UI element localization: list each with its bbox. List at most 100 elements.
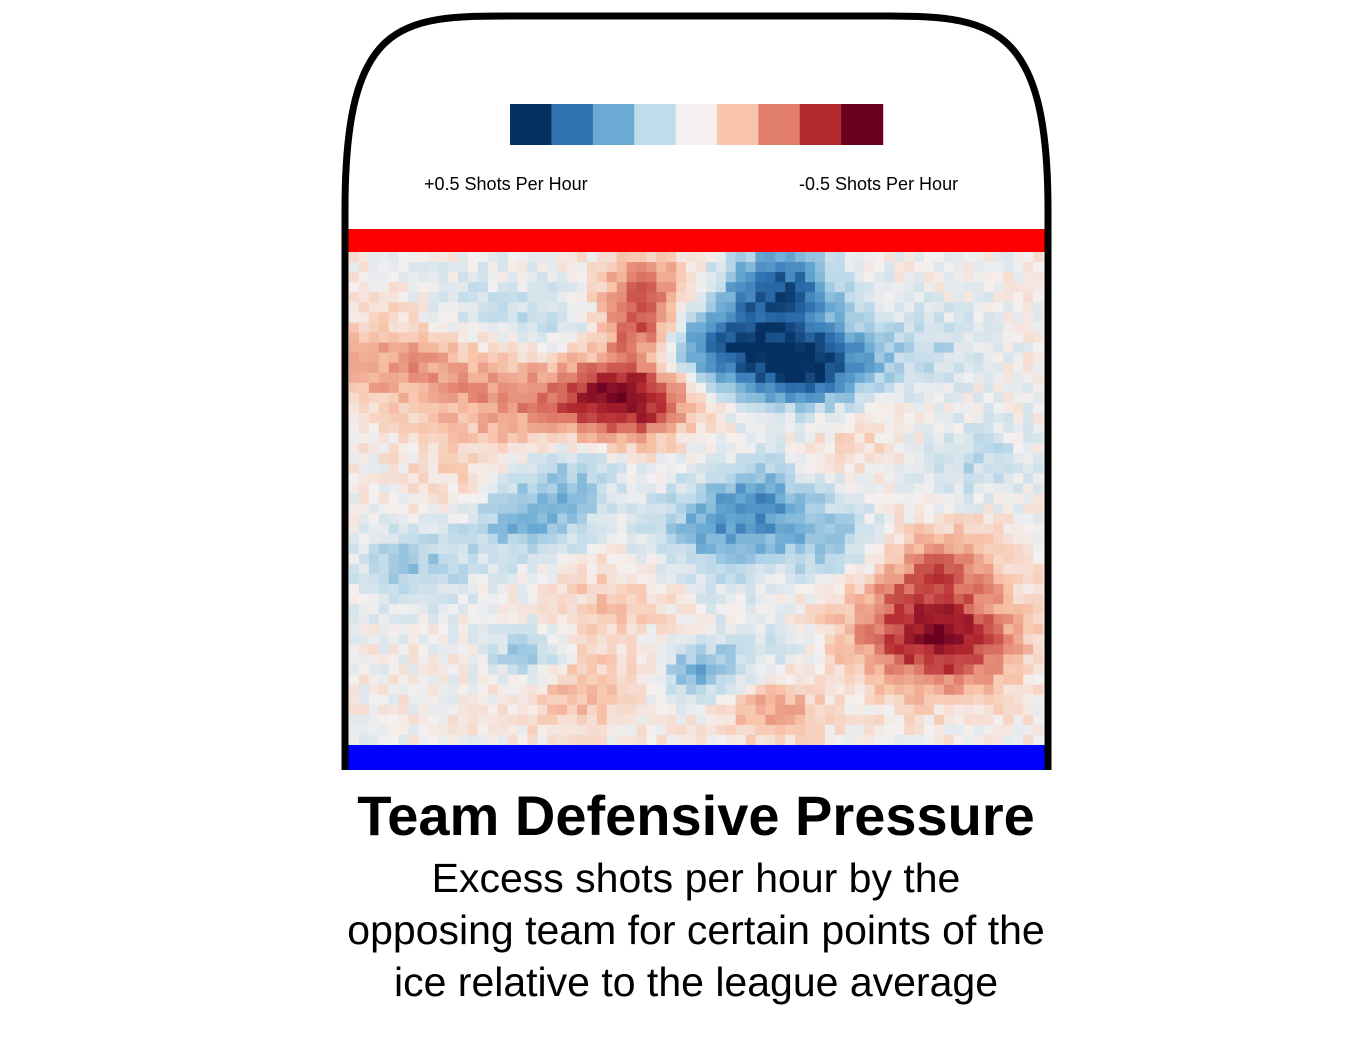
heatmap-cell [428, 604, 439, 615]
heatmap-cell [993, 453, 1004, 464]
heatmap-cell [874, 513, 885, 525]
heatmap-cell [448, 402, 459, 414]
heatmap-cell [368, 573, 380, 585]
heatmap-cell [408, 423, 419, 434]
heatmap-cell [418, 332, 429, 344]
heatmap-cell [1013, 412, 1024, 424]
heatmap-cell [894, 584, 905, 595]
heatmap-cell [537, 604, 548, 615]
heatmap-cell [547, 352, 558, 364]
heatmap-cell [428, 624, 439, 635]
heatmap-cell [933, 533, 945, 545]
heatmap-cell [973, 252, 985, 263]
heatmap-cell [824, 674, 836, 686]
heatmap-cell [487, 292, 499, 303]
heatmap-cell [477, 624, 489, 635]
heatmap-cell [507, 654, 519, 666]
heatmap-cell [458, 724, 469, 736]
heatmap-cell [1023, 614, 1034, 625]
heatmap-cell [616, 312, 628, 323]
heatmap-cell [557, 734, 568, 746]
heatmap-cell [884, 433, 895, 444]
heatmap-cell [814, 533, 826, 545]
heatmap-cell [349, 644, 360, 655]
heatmap-cell [705, 493, 717, 505]
heatmap-cell [557, 604, 568, 615]
heatmap-cell [775, 644, 786, 655]
heatmap-cell [666, 352, 677, 364]
heatmap-cell [953, 463, 965, 474]
heatmap-cell [973, 342, 985, 354]
heatmap-cell [924, 453, 935, 464]
heatmap-cell [368, 563, 380, 575]
heatmap-cell [1003, 493, 1014, 505]
heatmap-cell [993, 423, 1004, 434]
heatmap-cell [458, 423, 469, 434]
heatmap-cell [606, 543, 618, 555]
heatmap-cell [725, 664, 737, 676]
heatmap-cell [824, 614, 836, 625]
heatmap-cell [795, 302, 806, 313]
heatmap-cell [487, 734, 499, 746]
heatmap-cell [586, 463, 598, 474]
heatmap-cell [507, 604, 519, 615]
heatmap-cell [656, 392, 667, 404]
heatmap-cell [378, 302, 390, 313]
heatmap-cell [547, 262, 558, 273]
heatmap-cell [557, 392, 568, 404]
heatmap-cell [477, 543, 489, 555]
heatmap-cell [953, 664, 965, 676]
heatmap-cell [527, 714, 538, 726]
heatmap-cell [428, 332, 439, 344]
heatmap-cell [884, 543, 895, 555]
heatmap-cell [448, 533, 459, 545]
heatmap-cell [705, 463, 717, 474]
heatmap-cell [527, 423, 538, 434]
heatmap-cell [755, 674, 766, 686]
heatmap-cell [408, 503, 419, 515]
heatmap-cell [388, 724, 400, 736]
heatmap-cell [517, 594, 528, 605]
heatmap-cell [527, 614, 538, 625]
heatmap-cell [1023, 553, 1034, 565]
heatmap-cell [517, 734, 528, 746]
heatmap-cell [933, 694, 945, 706]
heatmap-cell [507, 664, 519, 676]
heatmap-cell [844, 382, 856, 394]
heatmap-cell [993, 332, 1004, 344]
heatmap-cell [497, 734, 509, 746]
heatmap-cell [983, 443, 994, 454]
heatmap-cell [349, 342, 360, 354]
heatmap-cell [408, 483, 419, 494]
heatmap-cell [527, 332, 538, 344]
heatmap-cell [349, 362, 360, 374]
heatmap-cell [596, 563, 608, 575]
heatmap-cell [358, 272, 370, 283]
heatmap-cell [983, 523, 994, 535]
heatmap-cell [586, 714, 598, 726]
heatmap-cell [973, 362, 985, 374]
heatmap-cell [993, 533, 1004, 545]
heatmap-cell [973, 503, 985, 515]
heatmap-cell [606, 604, 618, 615]
heatmap-cell [795, 372, 806, 384]
heatmap-cell [497, 684, 509, 696]
heatmap-cell [438, 604, 449, 615]
heatmap-cell [616, 463, 628, 474]
heatmap-cell [725, 423, 737, 434]
heatmap-cell [785, 584, 796, 595]
heatmap-cell [636, 553, 647, 565]
heatmap-cell [378, 594, 390, 605]
heatmap-cell [596, 513, 608, 525]
heatmap-cell [1003, 594, 1014, 605]
heatmap-cell [596, 674, 608, 686]
heatmap-cell [725, 453, 737, 464]
heatmap-cell [715, 644, 727, 655]
heatmap-cell [933, 423, 945, 434]
heatmap-cell [606, 523, 618, 535]
heatmap-cell [586, 433, 598, 444]
heatmap-cell [596, 684, 608, 696]
heatmap-cell [735, 453, 747, 464]
heatmap-cell [924, 634, 935, 645]
heatmap-cell [735, 644, 747, 655]
